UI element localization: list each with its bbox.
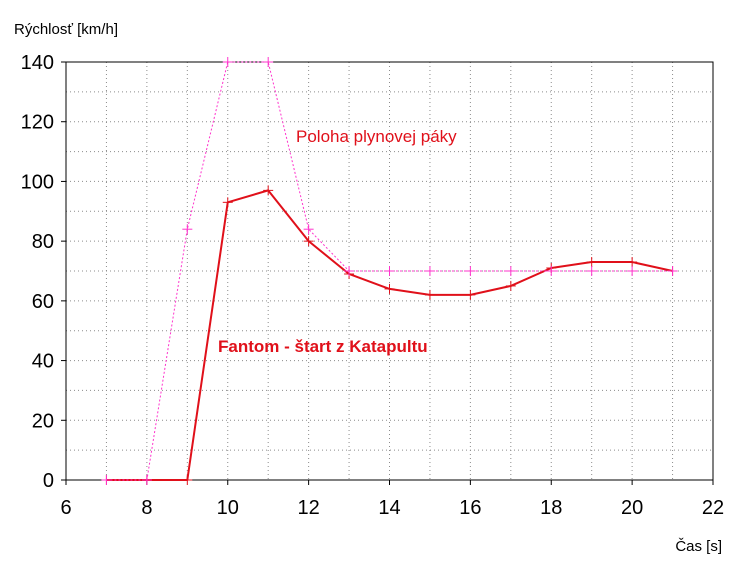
y-tick-label: 20: [32, 410, 54, 432]
annotation-throttle: Poloha plynovej páky: [296, 127, 457, 146]
x-tick-label: 6: [60, 497, 71, 519]
speed-point: [627, 257, 638, 268]
x-tick-label: 12: [298, 497, 320, 519]
x-tick-label: 16: [459, 497, 481, 519]
throttle-point: [222, 57, 233, 67]
speed-point: [222, 197, 233, 208]
y-tick-label: 140: [21, 52, 54, 74]
speed-point: [586, 257, 597, 268]
speed-point: [384, 283, 395, 294]
x-tick-label: 14: [378, 497, 400, 519]
speed-point: [182, 475, 193, 485]
throttle-point: [465, 266, 476, 276]
throttle-point: [586, 266, 597, 276]
throttle-point: [667, 266, 678, 276]
y-axis-ticks: 0 20 40 60 80 100 120 140: [21, 52, 66, 492]
y-tick-label: 0: [43, 470, 54, 492]
throttle-point: [141, 475, 152, 485]
annotation-fantom: Fantom - štart z Katapultu: [218, 337, 428, 356]
x-tick-label: 22: [702, 497, 724, 519]
x-axis-title: Čas [s]: [675, 538, 722, 555]
throttle-point: [101, 475, 112, 485]
throttle-point: [344, 266, 355, 276]
throttle-point: [303, 224, 314, 235]
throttle-point: [627, 266, 638, 276]
x-tick-label: 18: [540, 497, 562, 519]
speed-point: [303, 236, 314, 247]
x-tick-label: 8: [141, 497, 152, 519]
x-tick-label: 20: [621, 497, 643, 519]
speed-point: [465, 289, 476, 300]
speed-point: [263, 185, 274, 196]
y-axis-title: Rýchlosť [km/h]: [14, 21, 118, 38]
throttle-point: [505, 266, 516, 276]
speed-point: [424, 289, 435, 300]
throttle-point: [182, 224, 193, 235]
y-tick-label: 40: [32, 351, 54, 373]
speed-series-line: [106, 189, 673, 481]
x-tick-label: 10: [217, 497, 239, 519]
speed-point: [505, 280, 516, 291]
y-tick-label: 100: [21, 171, 54, 193]
y-tick-label: 120: [21, 112, 54, 134]
series-layer: [101, 57, 678, 485]
y-tick-label: 60: [32, 291, 54, 313]
throttle-point: [424, 266, 435, 276]
throttle-point: [263, 57, 274, 67]
y-tick-label: 80: [32, 231, 54, 253]
throttle-point: [546, 266, 557, 276]
x-axis-ticks: 6 8 10 12 14 16 18 20 22: [60, 480, 724, 519]
throttle-point: [384, 266, 395, 276]
